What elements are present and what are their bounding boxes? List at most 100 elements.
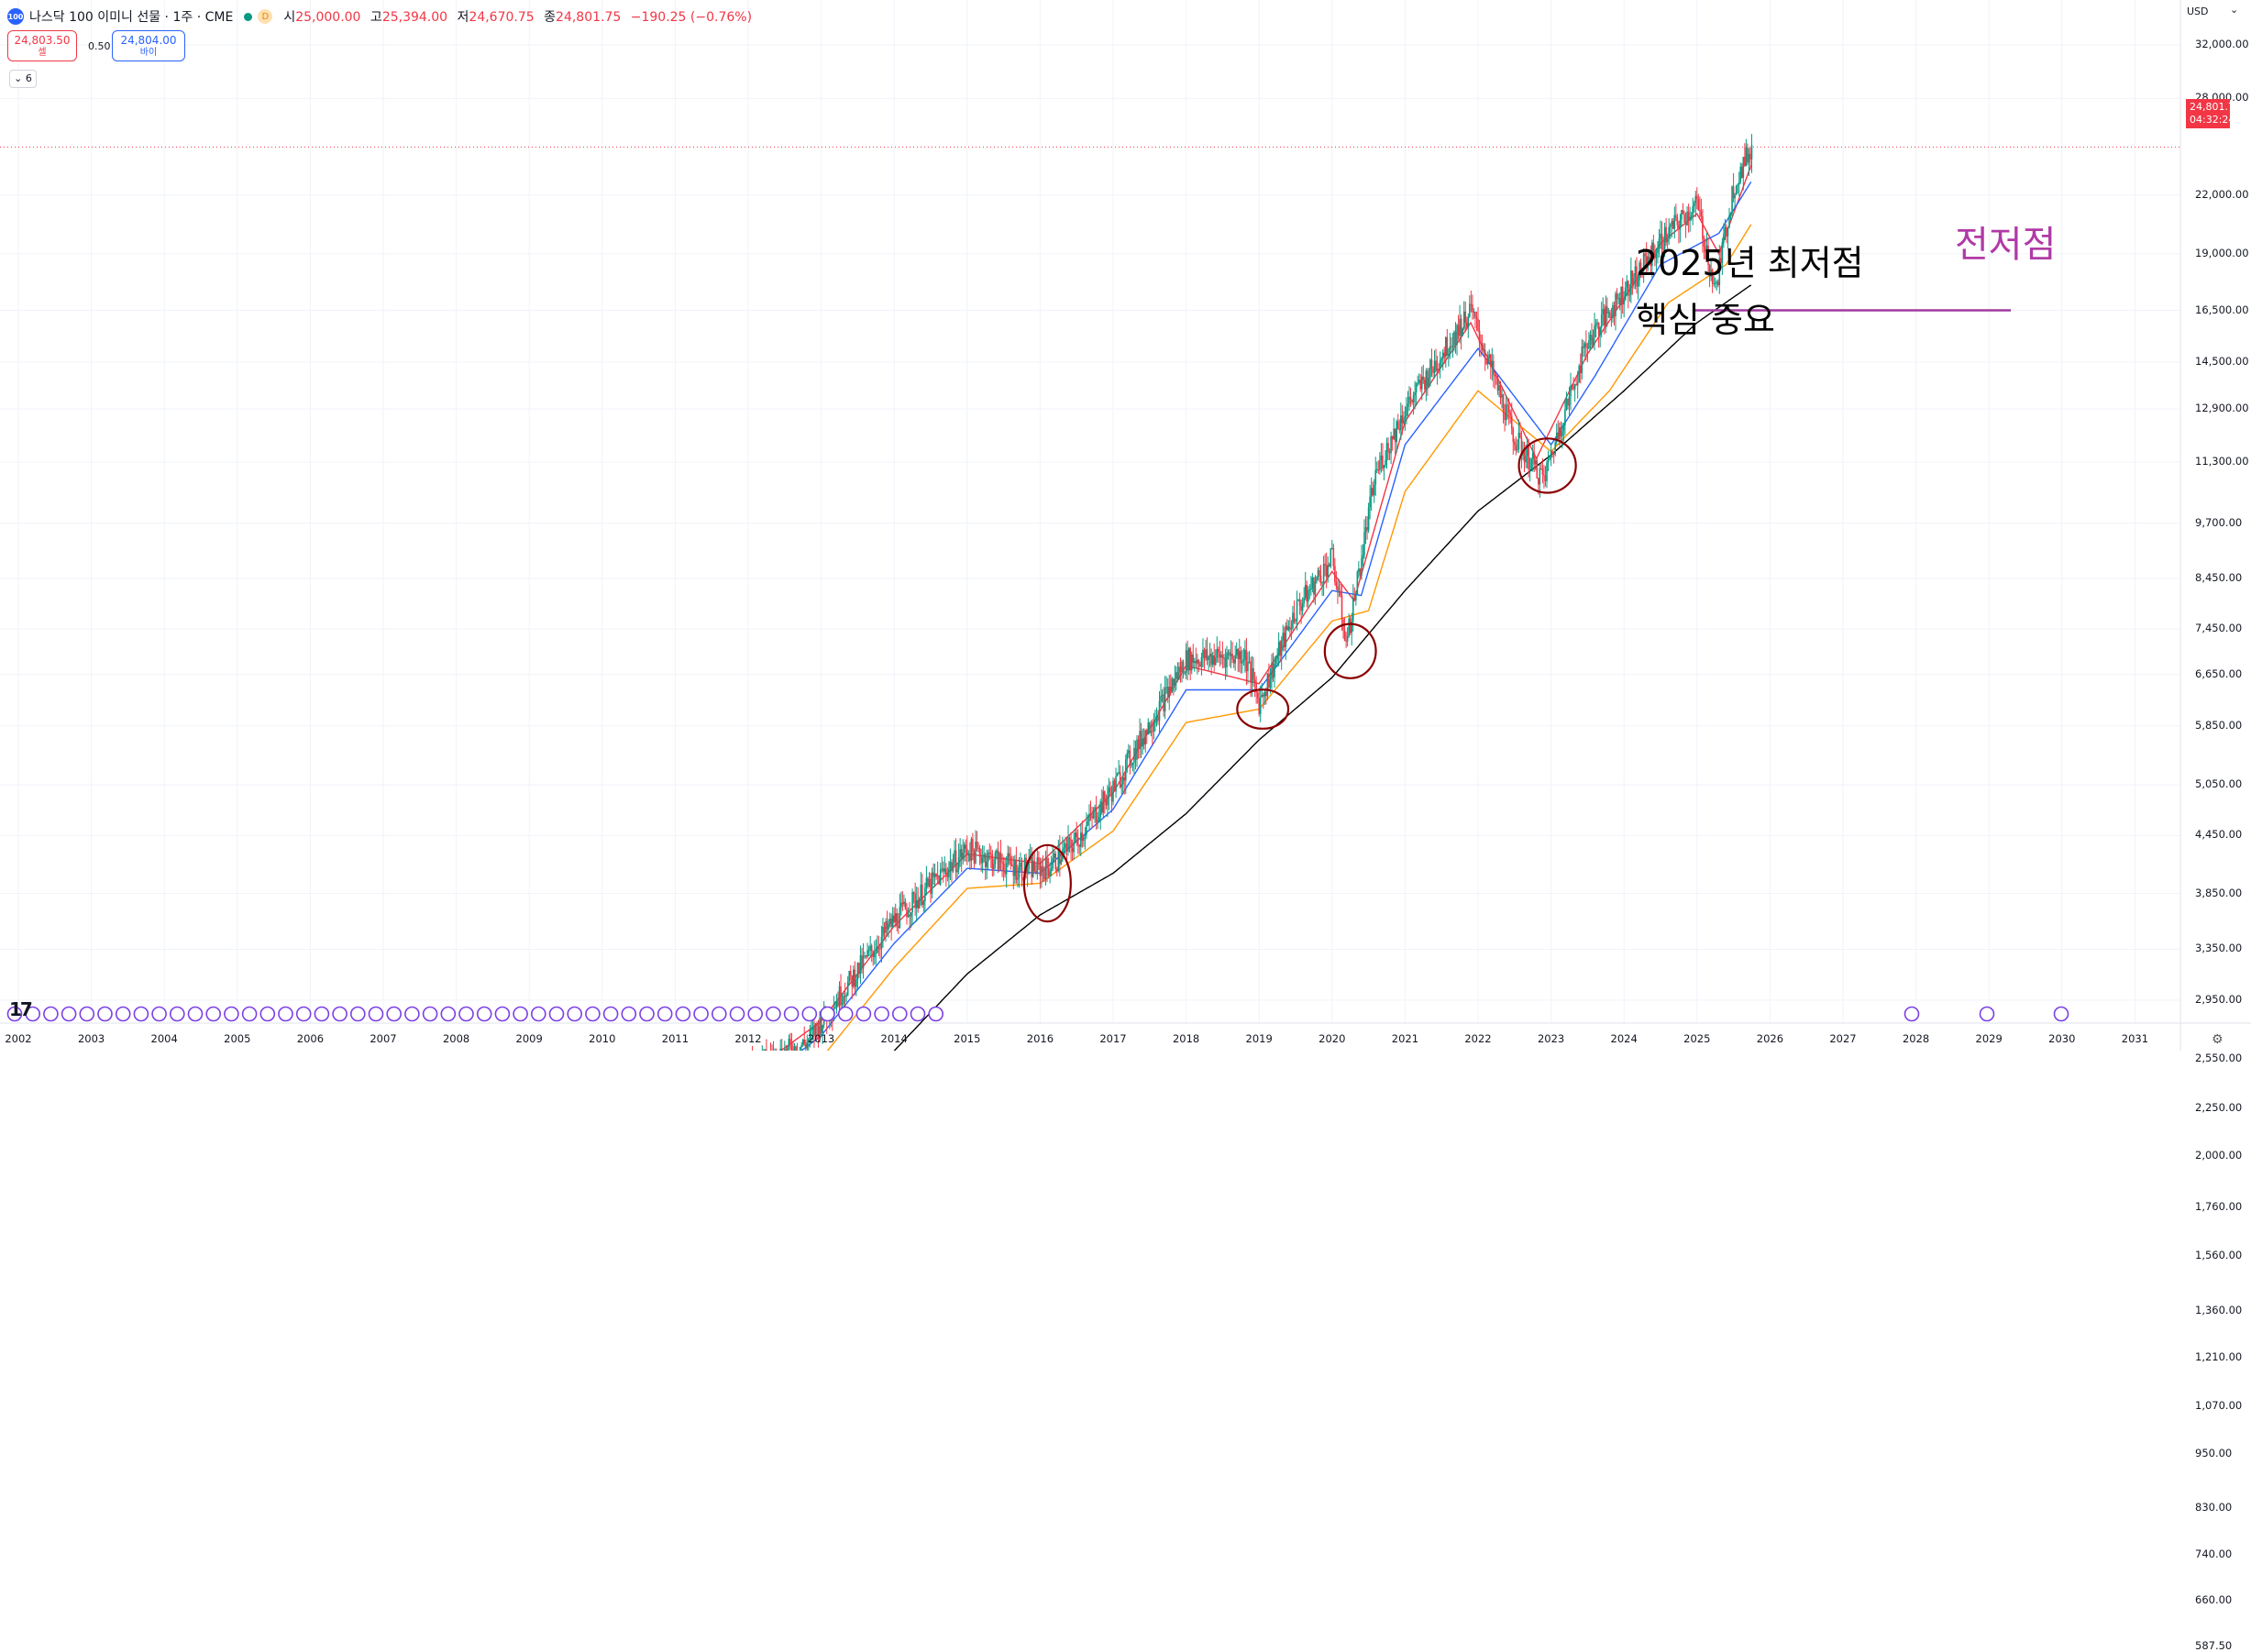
candle-body xyxy=(1234,655,1236,664)
candle-body xyxy=(1145,730,1148,735)
candle-body xyxy=(865,955,867,957)
candle-body xyxy=(1251,667,1253,683)
candle-body xyxy=(1295,621,1297,622)
currency-selector[interactable]: USD xyxy=(2187,6,2209,17)
candle-body xyxy=(1104,791,1106,800)
candle-body xyxy=(1391,435,1394,440)
candle-body xyxy=(1546,462,1548,481)
candle-body xyxy=(1369,496,1371,508)
candle-body xyxy=(1699,209,1701,212)
candle-body xyxy=(1626,281,1628,288)
candle-body xyxy=(1393,428,1395,440)
candle-body xyxy=(1052,857,1054,869)
y-tick-label: 16,500.00 xyxy=(2195,303,2249,316)
candle-body xyxy=(965,844,967,849)
candle-body xyxy=(1007,853,1009,864)
indicators-toggle-button[interactable]: ⌄ 6 xyxy=(9,70,37,88)
candle-body xyxy=(1193,661,1196,663)
candle-body xyxy=(917,899,920,909)
candle-body xyxy=(1530,458,1532,469)
candle-body xyxy=(845,995,847,997)
candle-body xyxy=(921,884,923,906)
candle-body xyxy=(1124,759,1127,781)
y-tick-label: 3,350.00 xyxy=(2195,942,2243,955)
candle-body xyxy=(799,1047,801,1051)
candle-body xyxy=(1362,555,1364,558)
candle-body xyxy=(904,901,907,909)
candle-body xyxy=(1153,723,1155,732)
candle-body xyxy=(1298,599,1301,607)
candle-body xyxy=(1115,776,1117,792)
event-marker-icon xyxy=(79,1006,95,1022)
candle-body xyxy=(1648,257,1650,259)
y-tick-label: 32,000.00 xyxy=(2195,38,2249,50)
candle-body xyxy=(1705,245,1708,252)
candle-body xyxy=(1435,360,1437,371)
candle-body xyxy=(1665,226,1667,243)
candle-body xyxy=(1041,865,1043,876)
candle-body xyxy=(841,1003,844,1006)
candle-body xyxy=(1021,863,1023,879)
candle-body xyxy=(1335,582,1338,587)
candle-body xyxy=(1144,730,1147,745)
candle-body xyxy=(1504,413,1506,421)
event-marker-icon xyxy=(910,1006,926,1022)
candle-body xyxy=(920,884,922,898)
candle-body xyxy=(1186,650,1188,671)
candle-body xyxy=(1494,375,1496,377)
candle-body xyxy=(1274,663,1275,677)
candle-body xyxy=(1568,396,1571,406)
candle-body xyxy=(1227,652,1230,654)
chevron-down-icon[interactable]: ⌄ xyxy=(2230,4,2239,16)
candle-body xyxy=(1307,590,1309,602)
annotation-text[interactable]: 핵심 중요 xyxy=(1636,300,1775,340)
candle-body xyxy=(997,850,999,870)
sell-button[interactable]: 24,803.50 셀 xyxy=(7,30,77,61)
candle-body xyxy=(1316,577,1318,582)
candle-body xyxy=(1557,432,1560,439)
tradingview-logo-icon[interactable]: 17 xyxy=(9,998,33,1020)
event-marker-icon xyxy=(548,1006,565,1022)
candle-body xyxy=(1642,253,1645,271)
annotation-text[interactable]: 전저점 xyxy=(1955,224,2057,266)
candle-body xyxy=(1340,590,1341,596)
candle-body xyxy=(1498,385,1500,391)
candle-body xyxy=(1373,484,1375,496)
symbol-logo[interactable]: 100 xyxy=(7,8,24,25)
candle-body xyxy=(1422,376,1425,380)
candle-body xyxy=(901,902,904,905)
candle-body xyxy=(988,852,991,854)
candle-body xyxy=(1484,349,1486,358)
y-tick-label: 2,250.00 xyxy=(2195,1101,2243,1115)
y-tick-label: 2,550.00 xyxy=(2195,1051,2243,1064)
candle-body xyxy=(1351,621,1353,633)
candle-body xyxy=(1084,834,1087,837)
price-chart[interactable] xyxy=(0,0,2251,1051)
candle-body xyxy=(853,969,855,987)
candle-body xyxy=(1738,182,1740,185)
candle-body xyxy=(1603,309,1605,326)
candle-body xyxy=(1433,360,1436,373)
event-marker-icon xyxy=(602,1006,619,1022)
candle-body xyxy=(1208,656,1209,660)
candle-body xyxy=(1242,659,1245,662)
candle-body xyxy=(900,902,902,908)
annotation-text[interactable]: 2025년 최저점 xyxy=(1636,243,1864,283)
candle-body xyxy=(1474,311,1476,317)
candle-body xyxy=(1039,861,1042,876)
candle-body xyxy=(1534,460,1537,465)
candle-body xyxy=(869,945,871,951)
candle-body xyxy=(1652,242,1655,252)
y-tick-label: 12,900.00 xyxy=(2195,402,2249,415)
buy-button[interactable]: 24,804.00 바이 xyxy=(112,30,185,61)
candle-body xyxy=(788,1039,790,1047)
candle-body xyxy=(785,1049,788,1051)
symbol-title[interactable]: 나스닥 100 이미니 선물 · 1주 · CME xyxy=(29,10,234,25)
candle-body xyxy=(1728,215,1730,228)
gear-icon[interactable]: ⚙ xyxy=(2212,1032,2223,1047)
market-status-badge[interactable]: D xyxy=(258,9,273,24)
candle-body xyxy=(951,862,953,872)
candle-body xyxy=(1272,663,1274,677)
candle-body xyxy=(1199,664,1201,667)
event-marker-icon xyxy=(567,1006,583,1022)
